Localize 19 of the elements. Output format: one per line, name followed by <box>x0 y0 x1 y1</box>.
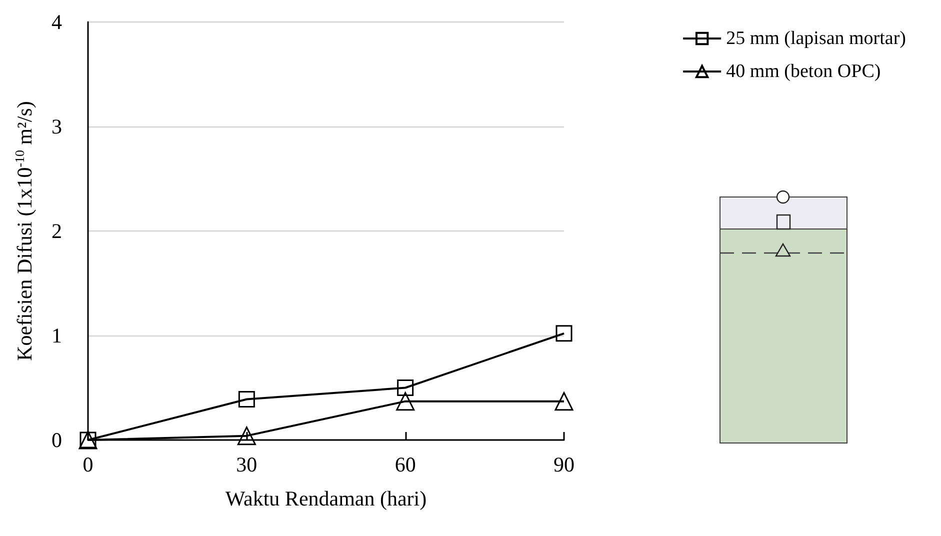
x-tick-label: 60 <box>394 452 416 476</box>
x-tick-label: 0 <box>82 452 94 476</box>
point <box>556 325 572 342</box>
y-tick-label: 3 <box>52 114 62 138</box>
point <box>396 392 415 411</box>
y-axis-title: Koefisien Difusi (1x10-10 m²/s) <box>12 101 36 361</box>
x-tick-label: 90 <box>554 452 574 476</box>
y-tick-label: 0 <box>52 428 62 452</box>
y-tick-label: 1 <box>52 324 62 348</box>
legend-label: 25 mm (lapisan mortar) <box>726 28 906 49</box>
y-tick-label: 2 <box>52 219 62 243</box>
point <box>237 426 256 446</box>
point <box>238 390 255 408</box>
y-tick-label: 4 <box>52 10 62 34</box>
x-axis-title: Waktu Rendaman (hari) <box>225 486 427 510</box>
x-tick-label: 30 <box>236 452 258 476</box>
point <box>554 392 574 411</box>
point <box>397 380 414 396</box>
legend-label: 40 mm (beton OPC) <box>726 61 881 82</box>
